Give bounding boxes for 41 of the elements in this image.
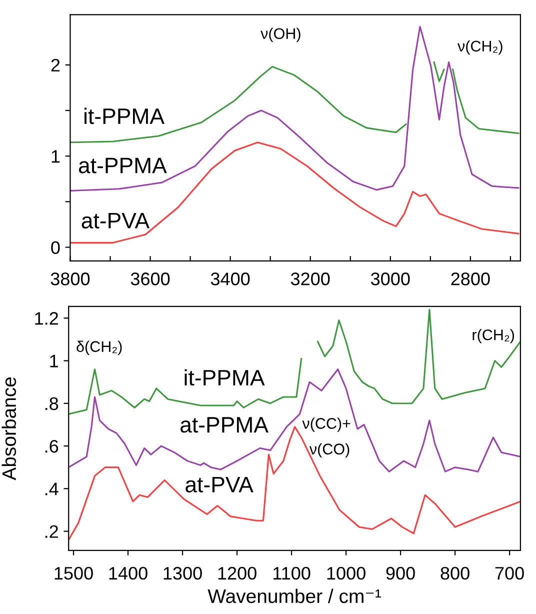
line-series	[68, 368, 520, 472]
x-tick-label: 1500	[54, 566, 93, 580]
x-tick-label: 3600	[130, 272, 170, 286]
series-label: it-PPMA	[184, 369, 265, 386]
y-tick-label: .2	[45, 525, 58, 538]
x-tick-label: 1400	[109, 566, 148, 580]
x-tick-label: 1300	[164, 566, 202, 580]
x-axis-title: Wavenumber / cm⁻¹	[208, 588, 381, 604]
y-tick-label: 1	[50, 354, 58, 368]
series-label: at-PVA	[186, 476, 254, 492]
y-tick-label: .4	[45, 482, 58, 496]
y-tick-label: 2	[51, 58, 60, 72]
y-axis-title: Absorbance	[2, 377, 16, 480]
x-tick-label: 700	[495, 566, 524, 580]
x-tick-label: 2800	[451, 272, 490, 286]
annotation: ν(CH₂)	[457, 40, 502, 55]
annotation: ν(OH)	[260, 28, 300, 42]
x-tick-label: 900	[386, 566, 415, 580]
y-tick-label: .6	[45, 440, 58, 453]
x-tick-label: 3000	[370, 272, 410, 286]
annotation: r(CH₂)	[472, 329, 514, 344]
x-tick-label: 1200	[218, 566, 256, 580]
y-tick-label: 1.2	[35, 312, 58, 325]
series-label: at-PVA	[82, 213, 150, 229]
line-series	[70, 26, 520, 192]
series-label: it-PPMA	[84, 108, 164, 124]
annotation: δ(CH₂)	[76, 340, 122, 355]
series-label: at-PPMA	[180, 417, 268, 433]
x-tick-label: 3400	[210, 272, 250, 286]
x-tick-label: 1100	[273, 566, 310, 580]
y-tick-label: 0	[51, 241, 60, 254]
annotation: ν(CC)+	[302, 418, 350, 432]
line-series	[70, 142, 520, 244]
series-label: at-PPMA	[78, 158, 167, 174]
y-tick-label: .8	[45, 397, 58, 410]
x-tick-label: 1000	[327, 566, 366, 580]
x-tick-label: 3800	[50, 272, 90, 286]
x-tick-label: 3200	[290, 272, 330, 286]
annotation: ν(CO)	[309, 443, 350, 458]
x-tick-label: 800	[440, 566, 470, 580]
y-tick-label: 1	[52, 150, 60, 163]
